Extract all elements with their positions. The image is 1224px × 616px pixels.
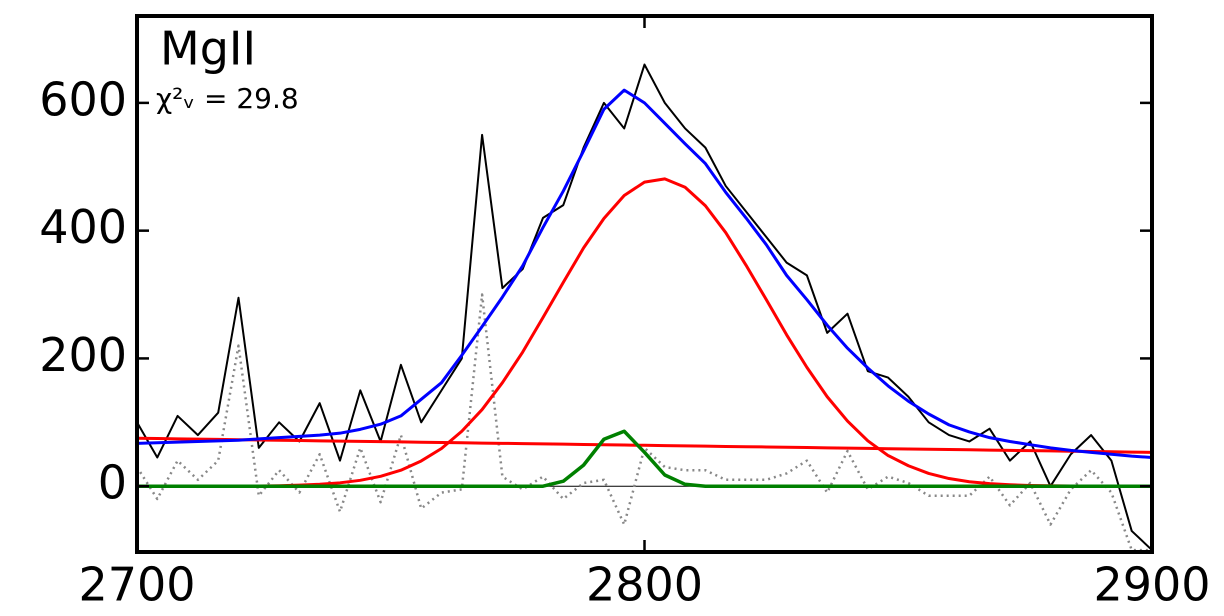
series-line xyxy=(137,88,1152,459)
y-tick-label: 200 xyxy=(39,328,127,382)
y-tick-label: 400 xyxy=(39,200,127,254)
series-line xyxy=(137,63,1152,551)
series-line xyxy=(137,293,1152,552)
y-tick-label: 0 xyxy=(98,456,127,510)
x-tick-label: 2800 xyxy=(586,558,703,612)
line-label: MgII xyxy=(160,22,256,76)
chi-square-label: χ²ᵥ = 29.8 xyxy=(156,82,299,115)
series-line xyxy=(137,436,1152,454)
y-tick-label: 600 xyxy=(39,72,127,126)
x-tick-label: 2700 xyxy=(78,558,195,612)
plot-area xyxy=(137,63,1152,552)
series-line xyxy=(137,429,1152,488)
x-tick-label: 2900 xyxy=(1093,558,1210,612)
